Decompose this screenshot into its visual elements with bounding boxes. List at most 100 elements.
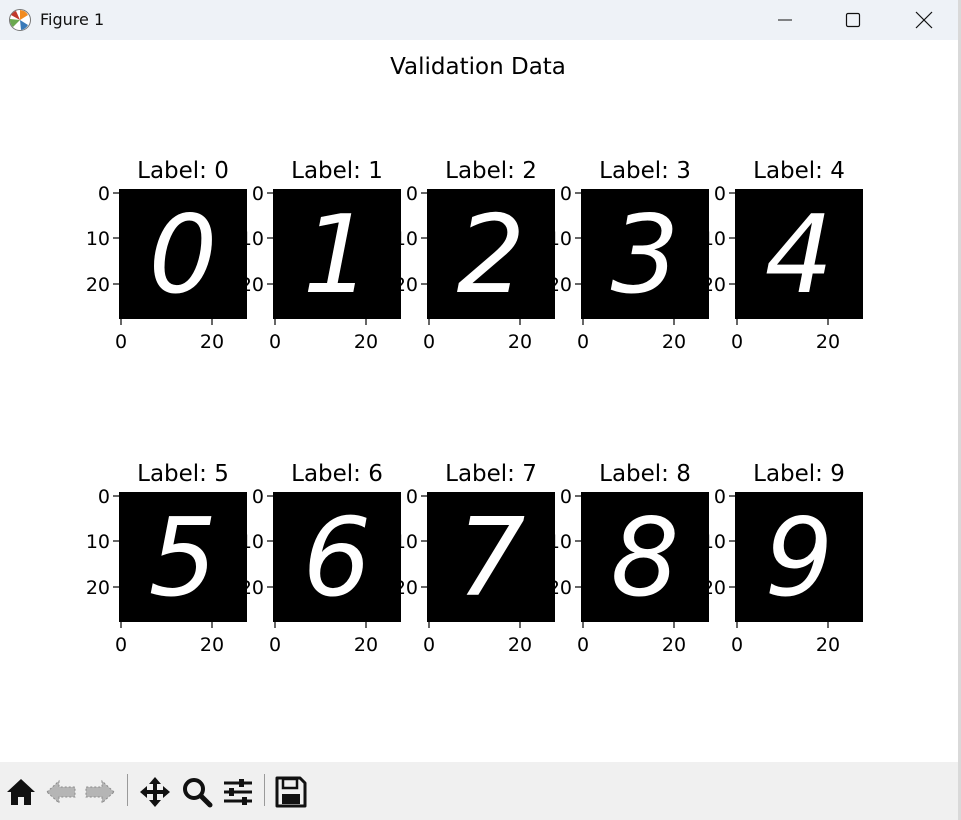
pan-button[interactable]	[137, 772, 173, 812]
subplot-title: Label: 8	[599, 461, 691, 487]
minimize-button[interactable]	[755, 0, 815, 40]
y-tick-label: 10	[702, 228, 726, 250]
home-icon	[7, 779, 35, 805]
save-button[interactable]	[273, 772, 309, 812]
digit-image	[119, 492, 247, 622]
y-tick-label: 0	[560, 183, 572, 205]
y-tick-label: 20	[240, 274, 264, 296]
subplot-title: Label: 0	[137, 158, 229, 184]
zoom-icon	[183, 778, 213, 808]
y-tick-label: 10	[548, 531, 572, 553]
y-tick-label: 20	[240, 577, 264, 599]
y-tick-label: 10	[240, 228, 264, 250]
subplot-title: Label: 3	[599, 158, 691, 184]
subplot-3: 3 Label: 3 0 20 0 10 20	[548, 158, 709, 353]
x-tick-label: 20	[816, 634, 840, 656]
back-button[interactable]	[43, 772, 79, 812]
y-tick-label: 10	[548, 228, 572, 250]
y-tick-label: 10	[86, 531, 110, 553]
x-tick-label: 0	[423, 331, 435, 353]
close-button[interactable]	[894, 0, 954, 40]
y-tick-label: 20	[86, 577, 110, 599]
digit-image	[735, 189, 863, 319]
x-tick-label: 20	[354, 331, 378, 353]
y-tick-label: 0	[406, 486, 418, 508]
y-tick-label: 20	[548, 577, 572, 599]
x-tick-label: 20	[200, 634, 224, 656]
digit-glyph: 6	[303, 496, 372, 621]
forward-button[interactable]	[82, 772, 118, 812]
x-tick-label: 0	[577, 331, 589, 353]
x-tick-label: 0	[115, 331, 127, 353]
window-border	[958, 0, 961, 820]
x-tick-label: 20	[662, 634, 686, 656]
x-tick-label: 0	[423, 634, 435, 656]
x-tick-label: 0	[269, 634, 281, 656]
digit-glyph: 8	[611, 496, 680, 621]
figure-canvas[interactable]: Validation Data 0 Label: 0 0 20 0 10 20 1 Label: …	[0, 40, 958, 762]
subplot-title: Label: 1	[291, 158, 383, 184]
digit-glyph: 2	[457, 193, 526, 318]
x-tick-label: 20	[354, 634, 378, 656]
subplot-title: Label: 9	[753, 461, 845, 487]
y-tick-label: 20	[702, 577, 726, 599]
configure-subplots-icon	[224, 779, 252, 805]
digit-glyph: 4	[765, 193, 834, 318]
y-tick-label: 10	[394, 531, 418, 553]
subplot-title: Label: 7	[445, 461, 537, 487]
window-title: Figure 1	[40, 10, 105, 29]
y-tick-label: 0	[406, 183, 418, 205]
x-tick-label: 0	[731, 331, 743, 353]
y-tick-label: 10	[240, 531, 264, 553]
digit-image	[273, 189, 401, 319]
x-tick-label: 0	[577, 634, 589, 656]
y-tick-label: 0	[252, 486, 264, 508]
y-tick-label: 10	[394, 228, 418, 250]
subplot-5: 5 Label: 5 0 20 0 10 20	[86, 461, 247, 656]
configure-subplots-button[interactable]	[220, 772, 256, 812]
y-tick-label: 0	[560, 486, 572, 508]
y-tick-label: 10	[702, 531, 726, 553]
digit-image	[735, 492, 863, 622]
y-tick-label: 10	[86, 228, 110, 250]
x-tick-label: 20	[200, 331, 224, 353]
y-tick-label: 20	[394, 274, 418, 296]
y-tick-label: 0	[714, 486, 726, 508]
digit-glyph: 7	[457, 496, 526, 621]
subplot-1: 1 Label: 1 0 20 0 10 20	[240, 158, 401, 353]
maximize-icon	[845, 12, 861, 28]
digit-glyph: 3	[611, 193, 680, 318]
y-tick-label: 20	[86, 274, 110, 296]
save-icon	[275, 776, 307, 808]
subplot-2: 2 Label: 2 0 20 0 10 20	[394, 158, 555, 353]
x-tick-label: 20	[508, 331, 532, 353]
matplotlib-icon	[9, 9, 31, 31]
zoom-button[interactable]	[179, 772, 215, 812]
forward-arrow-icon	[85, 779, 115, 805]
x-tick-label: 0	[115, 634, 127, 656]
home-button[interactable]	[3, 772, 39, 812]
subplot-8: 8 Label: 8 0 20 0 10 20	[548, 461, 709, 656]
x-tick-label: 20	[816, 331, 840, 353]
minimize-icon	[778, 19, 792, 21]
digit-image	[427, 189, 555, 319]
digit-image	[119, 189, 247, 319]
figure-suptitle: Validation Data	[390, 54, 566, 80]
subplot-title: Label: 5	[137, 461, 229, 487]
y-tick-label: 20	[702, 274, 726, 296]
digit-glyph: 0	[149, 193, 218, 318]
digit-glyph: 1	[303, 193, 372, 318]
subplot-9: 9 Label: 9 0 20 0 10 20	[702, 461, 863, 656]
y-tick-label: 0	[98, 486, 110, 508]
title-bar: Figure 1	[0, 0, 959, 40]
x-tick-label: 20	[662, 331, 686, 353]
x-tick-label: 20	[508, 634, 532, 656]
subplot-title: Label: 6	[291, 461, 383, 487]
digit-image	[273, 492, 401, 622]
subplot-title: Label: 4	[753, 158, 845, 184]
maximize-button[interactable]	[823, 0, 883, 40]
subplot-7: 7 Label: 7 0 20 0 10 20	[394, 461, 555, 656]
digit-glyph: 5	[149, 496, 218, 621]
